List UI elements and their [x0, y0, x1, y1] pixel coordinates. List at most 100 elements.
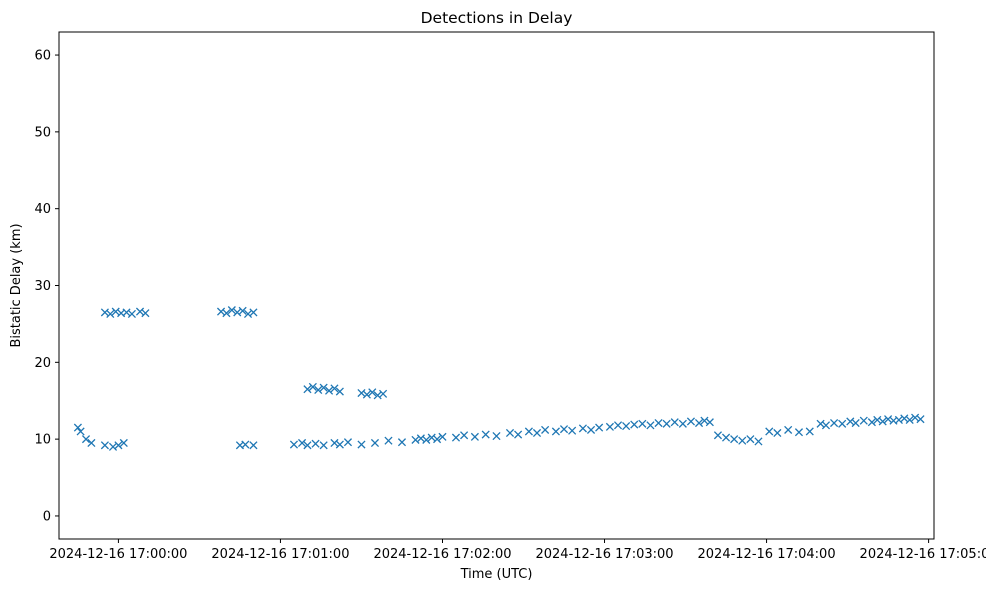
data-point	[135, 307, 145, 316]
x-tick-label: 2024-12-16 17:00:00	[49, 547, 187, 562]
data-point	[108, 442, 118, 451]
data-point	[524, 427, 533, 436]
data-point	[81, 435, 91, 444]
data-point	[222, 309, 231, 318]
data-point	[514, 430, 523, 439]
data-point	[492, 432, 501, 441]
data-point	[686, 417, 696, 426]
data-point	[384, 436, 393, 445]
data-point	[705, 418, 714, 427]
data-point	[470, 432, 479, 441]
data-point	[243, 309, 253, 318]
data-point	[416, 434, 425, 443]
data-point	[227, 306, 236, 315]
data-point	[114, 441, 123, 450]
data-point	[100, 441, 109, 450]
chart-title: Detections in Delay	[421, 9, 573, 27]
data-point	[481, 430, 490, 439]
data-point	[379, 389, 388, 398]
data-point	[873, 415, 882, 424]
data-point	[532, 428, 542, 438]
data-point	[559, 425, 569, 434]
data-point	[670, 418, 679, 427]
data-point	[314, 385, 323, 395]
y-axis-label: Bistatic Delay (km)	[9, 223, 24, 347]
data-point	[422, 435, 431, 444]
x-tick-label: 2024-12-16 17:04:00	[698, 547, 836, 562]
data-point	[357, 388, 366, 398]
data-point	[638, 419, 647, 428]
x-axis: 2024-12-16 17:00:00 2024-12-16 17:01:00 20…	[49, 539, 986, 562]
data-point	[303, 385, 312, 394]
data-point	[325, 386, 334, 395]
data-point	[460, 431, 469, 440]
data-point	[238, 306, 247, 315]
x-tick-label: 2024-12-16 17:02:00	[373, 547, 511, 562]
data-point	[838, 419, 847, 428]
data-point	[373, 391, 382, 400]
data-point	[595, 423, 604, 432]
data-point	[241, 440, 250, 449]
data-point	[100, 308, 109, 317]
data-point	[867, 418, 876, 427]
data-point	[678, 419, 687, 428]
data-point	[911, 413, 920, 422]
data-point	[746, 435, 755, 444]
y-tick-label: 40	[34, 202, 51, 217]
y-tick-label: 0	[43, 509, 51, 524]
data-point	[438, 432, 447, 441]
data-point	[122, 308, 131, 317]
data-point	[859, 416, 868, 425]
data-point	[694, 418, 704, 428]
data-point	[308, 382, 317, 391]
y-tick-label: 30	[34, 279, 51, 294]
data-point	[551, 427, 560, 436]
data-point	[311, 439, 320, 448]
data-point	[427, 433, 436, 442]
data-point	[127, 309, 136, 318]
data-point	[111, 307, 120, 316]
data-point	[794, 428, 804, 437]
data-point	[73, 423, 82, 432]
y-tick-label: 10	[34, 433, 51, 448]
data-point	[646, 421, 655, 430]
y-axis: 0 10 20 30 40 50 60	[34, 49, 59, 524]
data-point	[630, 420, 639, 429]
data-point	[754, 437, 763, 446]
x-axis-label: Time (UTC)	[460, 567, 533, 582]
data-point	[805, 427, 814, 436]
data-point	[357, 440, 366, 449]
data-point	[713, 431, 723, 440]
data-point	[330, 438, 339, 448]
data-point	[368, 388, 377, 397]
data-point	[297, 438, 307, 448]
data-point	[878, 417, 887, 426]
data-point	[730, 435, 739, 444]
data-point	[330, 384, 339, 393]
data-point	[586, 425, 596, 434]
data-point	[916, 415, 925, 424]
data-point	[76, 427, 85, 436]
data-point	[343, 438, 353, 447]
y-tick-label: 60	[34, 49, 51, 64]
data-point	[784, 425, 793, 434]
data-point	[578, 424, 587, 433]
data-point	[821, 421, 831, 430]
data-point	[289, 440, 299, 449]
y-tick-label: 20	[34, 356, 51, 371]
data-point	[505, 428, 515, 438]
data-point	[773, 428, 782, 438]
data-point	[765, 427, 774, 436]
data-point	[568, 426, 577, 435]
data-point	[249, 308, 258, 317]
data-point	[119, 438, 128, 448]
x-tick-label: 2024-12-16 17:05:00	[860, 547, 986, 562]
data-point	[362, 390, 371, 399]
data-point	[541, 425, 550, 434]
data-point	[216, 307, 226, 316]
data-point	[894, 415, 903, 424]
data-point	[721, 433, 731, 442]
y-tick-label: 50	[34, 125, 51, 140]
